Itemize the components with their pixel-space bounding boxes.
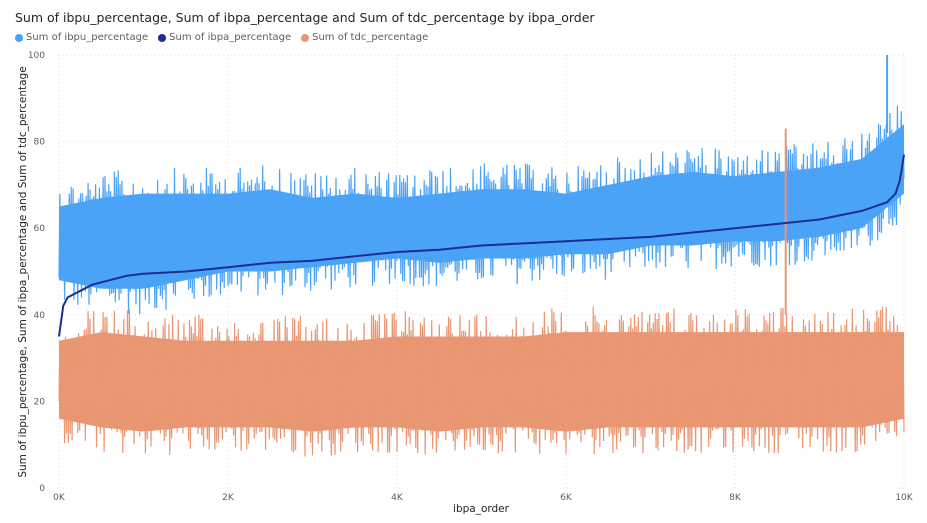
- x-tick-label: 4K: [391, 493, 404, 503]
- series-ibpu-line: [58, 105, 905, 315]
- x-tick-label: 10K: [895, 493, 913, 503]
- legend-marker-ibpu: [15, 33, 23, 42]
- y-tick-label: 60: [34, 224, 46, 234]
- y-tick-label: 80: [34, 138, 46, 148]
- legend-marker-tdc: [301, 33, 310, 42]
- chart-title: Sum of ibpu_percentage, Sum of ibpa_perc…: [15, 10, 595, 25]
- series-ibpa-line: [58, 154, 905, 337]
- x-tick-label: 6K: [560, 493, 573, 503]
- x-tick-label: 0K: [53, 493, 66, 503]
- legend-label-tdc: Sum of tdc_percentage: [312, 32, 429, 43]
- legend-item-ibpu[interactable]: Sum of ibpu_percentage: [15, 32, 148, 43]
- y-tick-label: 0: [39, 484, 45, 494]
- legend-item-ibpa[interactable]: Sum of ibpa_percentage: [158, 32, 291, 43]
- y-tick-label: 40: [34, 311, 46, 321]
- legend-label-ibpu: Sum of ibpu_percentage: [26, 32, 149, 43]
- y-tick-label: 100: [28, 51, 45, 61]
- series-tdc-line: [58, 306, 905, 457]
- chart-legend: Sum of ibpu_percentage Sum of ibpa_perce…: [15, 32, 428, 43]
- legend-item-tdc[interactable]: Sum of tdc_percentage: [301, 32, 428, 43]
- x-axis-label: ibpa_order: [453, 503, 509, 515]
- x-tick-label: 8K: [729, 493, 742, 503]
- legend-marker-ibpa: [158, 33, 167, 42]
- x-tick-label: 2K: [222, 493, 235, 503]
- legend-label-ibpa: Sum of ibpa_percentage: [169, 32, 292, 43]
- y-tick-label: 20: [34, 397, 46, 407]
